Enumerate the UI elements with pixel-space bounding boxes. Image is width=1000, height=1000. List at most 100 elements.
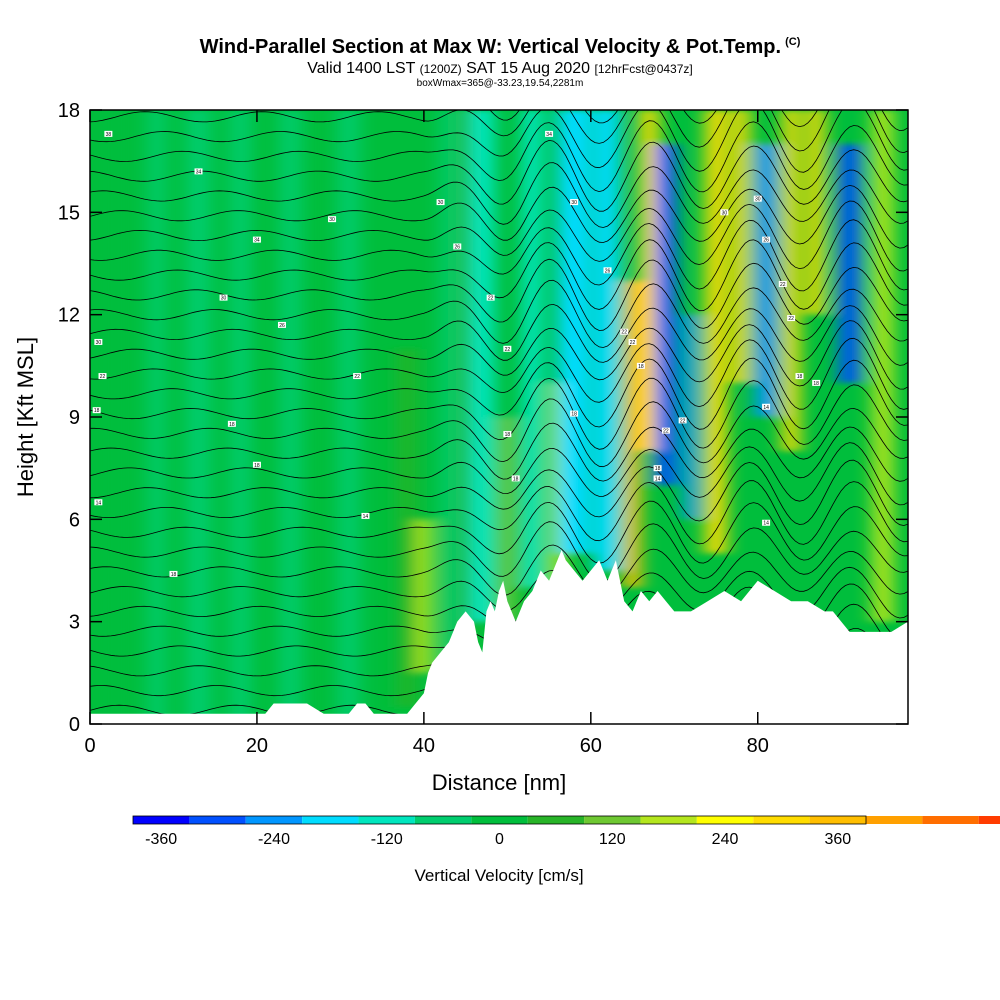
contour-label-bg (169, 570, 178, 577)
contour-label: 14 (655, 476, 661, 482)
x-tick-label: 20 (246, 735, 268, 757)
contour-label-bg (328, 216, 337, 223)
isentrope-line (489, 110, 908, 132)
y-tick-label: 18 (58, 100, 80, 122)
contour-label: 22 (630, 340, 636, 346)
isentrope-line (90, 239, 908, 312)
contour-label-bg (227, 420, 236, 427)
contour-label-bg (661, 427, 670, 434)
velocity-band (279, 110, 301, 724)
contour-label-bg (762, 236, 771, 243)
colorbar-swatch (753, 816, 810, 824)
contour-label-bg (545, 130, 554, 137)
contour-label-bg (503, 431, 512, 438)
chart-title-text: Wind-Parallel Section at Max W: Vertical… (199, 36, 782, 58)
isentrope-line (90, 303, 908, 366)
isentrope-line (90, 139, 908, 212)
subtitle-zulu: (1200Z) (419, 62, 462, 76)
velocity-band (440, 110, 458, 724)
isentrope-line (90, 459, 908, 526)
contour-label-bg (720, 209, 729, 216)
velocity-band (557, 110, 591, 554)
x-axis-label: Distance [nm] (432, 770, 567, 795)
y-tick-label: 12 (58, 305, 80, 327)
colorbar-tick-label: -240 (258, 831, 290, 848)
contour-label-bg (277, 321, 286, 328)
contour-label-bg (603, 267, 612, 274)
contour-label-bg (353, 373, 362, 380)
contour-label-bg (92, 407, 101, 414)
contour-label: 22 (663, 429, 669, 435)
x-tick-label: 60 (580, 735, 602, 757)
contour-label-bg (636, 362, 645, 369)
terrain-mask (90, 550, 908, 724)
contour-label: 30 (755, 197, 761, 203)
contour-label-bg (94, 338, 103, 345)
contour-label: 18 (229, 422, 235, 428)
contour-label-bg (361, 512, 370, 519)
y-tick-label: 6 (69, 509, 80, 531)
contour-label-bg (787, 315, 796, 322)
colorbar-tick-label: 120 (599, 831, 626, 848)
contour-label-bg (620, 328, 629, 335)
chart-title: Wind-Parallel Section at Max W: Vertical… (0, 36, 1000, 59)
contour-label: 14 (763, 405, 769, 411)
contour-label-bg (98, 373, 107, 380)
contour-label-bg (762, 403, 771, 410)
contour-label: 18 (638, 364, 644, 370)
isentrope-line (90, 480, 908, 545)
colorbar-tick-label: 0 (495, 831, 504, 848)
colorbar-swatch (866, 816, 923, 824)
isentrope-line (90, 337, 908, 410)
contour-label: 22 (354, 374, 360, 380)
contour-label: 26 (454, 244, 460, 250)
isentrope-line (90, 110, 908, 173)
velocity-band (521, 110, 543, 588)
y-axis-label: Height [Kft MSL] (13, 337, 38, 497)
axes: 0 20 40 60 80 0 3 6 9 12 15 18 (58, 100, 908, 757)
contour-label-bg (436, 199, 445, 206)
subtitle-valid: Valid 1400 LST (307, 60, 416, 77)
contour-label-bg (653, 475, 662, 482)
contour-label: 18 (797, 374, 803, 380)
colorbar-swatch (245, 816, 303, 824)
contour-label: 22 (621, 330, 627, 336)
contour-label: 14 (363, 514, 369, 520)
velocity-band (469, 110, 495, 622)
colorbar-title: Vertical Velocity [cm/s] (414, 866, 583, 885)
contour-label-bg (653, 465, 662, 472)
colorbar-swatch (527, 816, 585, 824)
colorbar-tick-label: -120 (371, 831, 403, 848)
isentrope-line (90, 200, 908, 272)
isentrope-line (90, 500, 908, 564)
contour-labels: 1838223034343026302218181418143026222234… (92, 130, 821, 578)
contour-label-bg (252, 461, 261, 468)
isentrope-line (90, 320, 908, 390)
contour-label-bg (778, 280, 787, 287)
colorbar-tick-label: 240 (712, 831, 739, 848)
contour-label: 18 (571, 412, 577, 418)
x-tick-label: 40 (413, 735, 435, 757)
contour-label: 14 (96, 500, 102, 506)
contour-label: 26 (763, 238, 769, 244)
contour-label: 30 (221, 296, 227, 302)
contour-label-bg (503, 345, 512, 352)
y-tick-label: 0 (69, 714, 80, 736)
velocity-band (705, 110, 727, 554)
contour-label: 30 (722, 210, 728, 216)
isentrope-line (90, 162, 908, 228)
contour-label: 18 (505, 432, 511, 438)
contour-label-bg (570, 199, 579, 206)
contour-label: 18 (171, 572, 177, 578)
isentrope-line (90, 422, 908, 482)
contour-label: 18 (513, 476, 519, 482)
velocity-band (872, 110, 894, 622)
contour-label: 26 (279, 323, 285, 329)
isentrope-line (90, 120, 908, 193)
velocity-band (185, 110, 212, 724)
velocity-band (732, 110, 750, 383)
contour-label: 30 (571, 200, 577, 206)
contour-label: 18 (655, 466, 661, 472)
contour-label: 18 (94, 408, 100, 414)
contour-label: 22 (788, 316, 794, 322)
